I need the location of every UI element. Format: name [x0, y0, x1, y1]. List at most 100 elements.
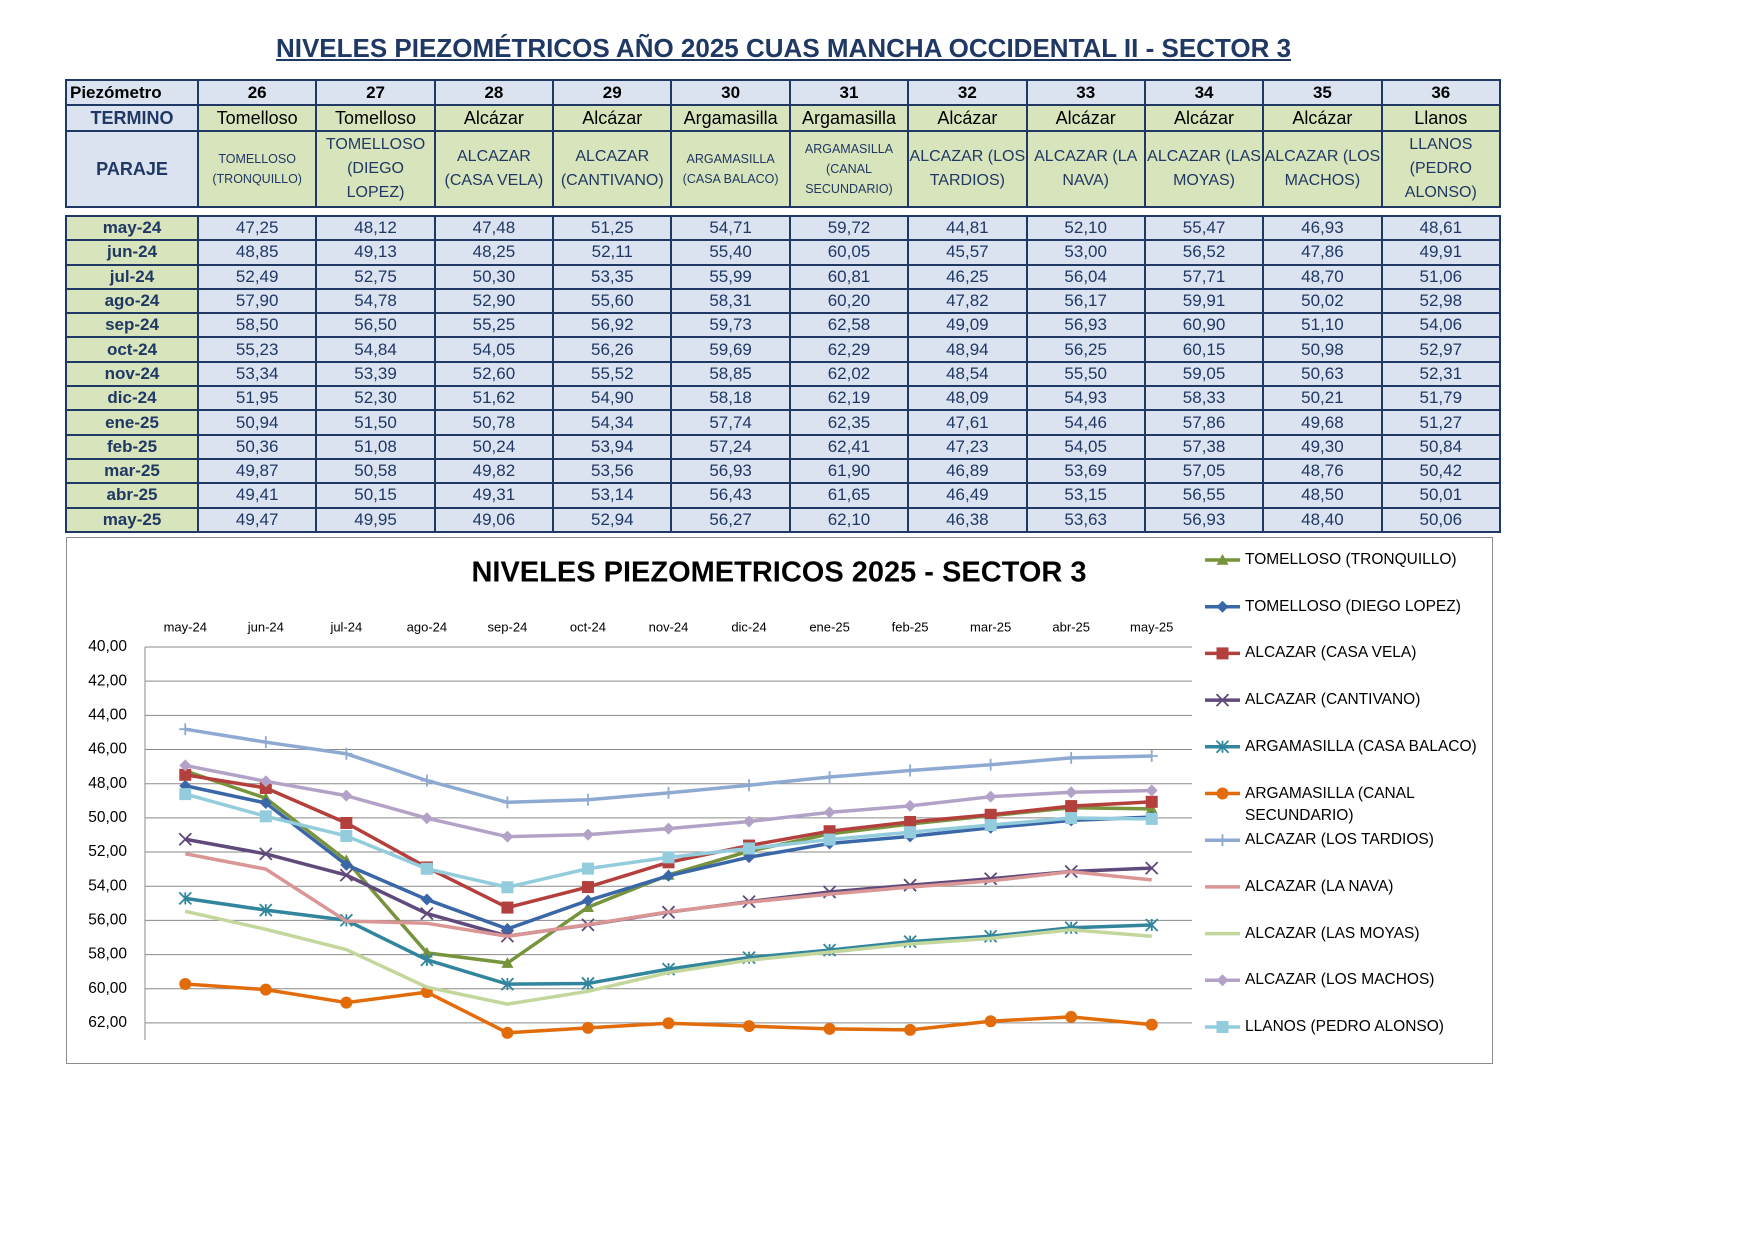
marker	[501, 796, 514, 809]
x-tick-label: ene-25	[809, 619, 849, 634]
marker	[581, 862, 594, 875]
marker	[420, 812, 433, 825]
level-cell: 49,95	[315, 506, 436, 533]
legend-label: ARGAMASILLA (CANAL SECUNDARIO)	[1245, 784, 1415, 824]
level-cell: 48,54	[907, 360, 1028, 388]
y-tick-label: 54,00	[88, 877, 127, 894]
level-cell: 49,68	[1262, 409, 1383, 436]
level-cell: 46,38	[907, 506, 1028, 533]
month-cell: may-25	[65, 506, 199, 533]
level-cell: 45,57	[907, 239, 1028, 266]
level-cell: 53,39	[315, 360, 436, 388]
level-cell: 50,15	[315, 482, 436, 509]
level-cell: 50,94	[196, 409, 318, 436]
data-row: ago-24 57,90 54,78 52,90 55,60 58,31 60,20 47,8…	[65, 287, 1502, 315]
termino: Alcázar	[907, 104, 1028, 132]
level-cell: 49,09	[907, 312, 1028, 339]
x-tick-label: abr-25	[1052, 619, 1090, 634]
level-cell: 50,30	[433, 263, 555, 290]
chart-title: NIVELES PIEZOMETRICOS 2025 - SECTOR 3	[471, 557, 1086, 589]
level-cell: 56,93	[670, 457, 791, 485]
piezometro: 34	[1143, 79, 1265, 106]
level-cell: 46,25	[907, 263, 1028, 290]
marker	[1065, 751, 1078, 764]
level-cell: 51,27	[1380, 409, 1502, 436]
level-cell: 50,06	[1380, 506, 1502, 533]
marker	[581, 828, 594, 841]
level-cell: 47,25	[196, 214, 318, 242]
marker	[1145, 795, 1158, 808]
y-tick-label: 40,00	[88, 638, 127, 655]
level-cell: 58,85	[670, 360, 791, 388]
level-cell: 48,09	[907, 385, 1028, 412]
marker	[581, 793, 594, 806]
marker	[1065, 786, 1078, 799]
level-cell: 62,35	[788, 409, 910, 436]
level-cell: 53,56	[552, 457, 673, 485]
level-cell: 49,06	[433, 506, 555, 533]
level-cell: 60,90	[1143, 312, 1265, 339]
data-row: abr-25 49,41 50,15 49,31 53,14 56,43 61,65 46,4…	[65, 482, 1502, 509]
level-cell: 52,97	[1380, 336, 1502, 363]
level-cell: 52,31	[1380, 360, 1502, 388]
marker	[743, 1020, 756, 1033]
legend-label: ARGAMASILLA (CASA BALACO)	[1245, 737, 1477, 755]
marker	[259, 775, 272, 788]
x-tick-label: jun-24	[247, 619, 284, 634]
marker	[179, 768, 192, 781]
level-cell: 57,05	[1143, 457, 1265, 485]
level-cell: 62,19	[788, 385, 910, 412]
level-cell: 53,15	[1025, 482, 1146, 509]
paraje: ALCAZAR (LAS MOYAS)	[1143, 130, 1265, 208]
legend-label: ALCAZAR (LAS MOYAS)	[1245, 924, 1420, 942]
termino: Argamasilla	[670, 104, 791, 132]
marker	[259, 736, 272, 749]
level-cell: 59,69	[670, 336, 791, 363]
piezometro: 36	[1380, 79, 1502, 106]
level-cell: 48,76	[1262, 457, 1383, 485]
level-cell: 46,89	[907, 457, 1028, 485]
marker	[984, 790, 997, 803]
termino: Tomelloso	[196, 104, 318, 132]
marker	[340, 816, 353, 829]
legend-marker	[1216, 647, 1229, 660]
marker	[1145, 750, 1158, 763]
level-cell: 51,95	[196, 385, 318, 412]
legend-label: ALCAZAR (LOS MACHOS)	[1245, 971, 1435, 989]
termino: Llanos	[1380, 104, 1502, 132]
piezometro-label: Piezómetro	[65, 79, 199, 106]
level-cell: 51,06	[1380, 263, 1502, 290]
y-tick-label: 60,00	[88, 980, 127, 997]
legend-marker	[1216, 787, 1229, 800]
level-cell: 49,47	[196, 506, 318, 533]
y-tick-label: 44,00	[88, 706, 127, 723]
level-cell: 62,02	[788, 360, 910, 388]
level-cell: 55,23	[196, 336, 318, 363]
legend-marker	[1216, 834, 1229, 847]
termino-label: TERMINO	[65, 104, 199, 132]
marker	[340, 829, 353, 842]
marker	[259, 797, 272, 810]
level-cell: 55,60	[552, 287, 673, 315]
marker	[179, 759, 192, 772]
data-row: jun-24 48,85 49,13 48,25 52,11 55,40 60,05 45,5…	[65, 239, 1502, 266]
level-cell: 54,71	[670, 214, 791, 242]
level-cell: 56,50	[315, 312, 436, 339]
marker	[904, 826, 917, 839]
paraje: TOMELLOSO (TRONQUILLO)	[196, 130, 318, 208]
level-cell: 54,93	[1025, 385, 1146, 412]
level-cell: 49,41	[196, 482, 318, 509]
marker	[501, 957, 514, 968]
level-cell: 49,31	[433, 482, 555, 509]
level-cell: 60,05	[788, 239, 910, 266]
marker	[823, 1022, 836, 1035]
marker	[420, 906, 434, 921]
marker	[259, 903, 273, 917]
legend-label: LLANOS (PEDRO ALONSO)	[1245, 1018, 1444, 1035]
marker	[339, 868, 353, 882]
paraje: TOMELLOSO (DIEGO LOPEZ)	[315, 130, 436, 208]
level-cell: 56,93	[1025, 312, 1146, 339]
level-cell: 54,05	[433, 336, 555, 363]
marker	[501, 881, 514, 894]
